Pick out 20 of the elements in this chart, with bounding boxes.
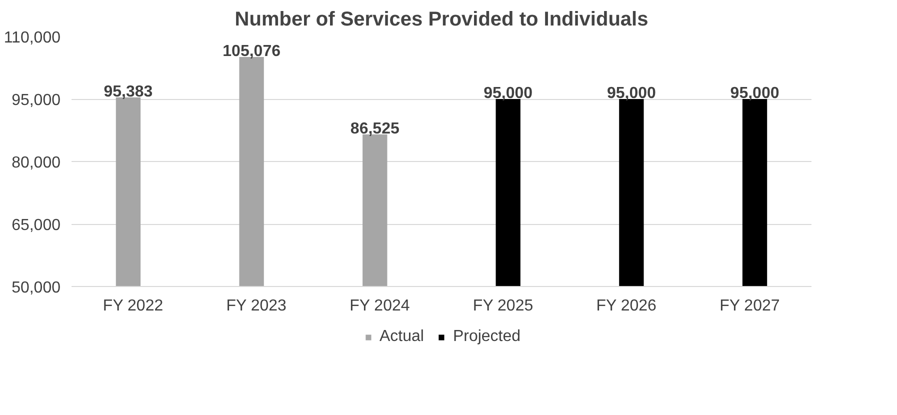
y-tick-label: 65,000	[12, 217, 61, 234]
data-label: 95,000	[730, 85, 780, 102]
legend-label: Actual	[379, 328, 424, 346]
x-tick-label: FY 2025	[472, 298, 534, 314]
x-tick-label: FY 2024	[350, 298, 410, 314]
data-label: 95,000	[606, 85, 656, 102]
y-tick-label: 50,000	[12, 280, 61, 296]
data-label: 95,383	[104, 83, 153, 100]
x-tick-label: FY 2022	[102, 298, 164, 314]
data-label: 105,076	[222, 43, 281, 60]
x-tick-label: FY 2023	[226, 298, 287, 314]
chart-title: Number of Services Provided to Individuals	[234, 8, 648, 30]
y-tick-label: 80,000	[12, 154, 61, 172]
y-tick-label: 110,000	[4, 30, 61, 46]
x-tick-label: FY 2027	[720, 298, 780, 314]
x-tick-label: FY 2026	[596, 298, 657, 314]
data-label: 95,000	[484, 85, 533, 102]
data-label: 86,525	[350, 120, 400, 138]
legend-label: Projected	[452, 328, 521, 346]
y-tick-label: 95,000	[12, 92, 61, 109]
